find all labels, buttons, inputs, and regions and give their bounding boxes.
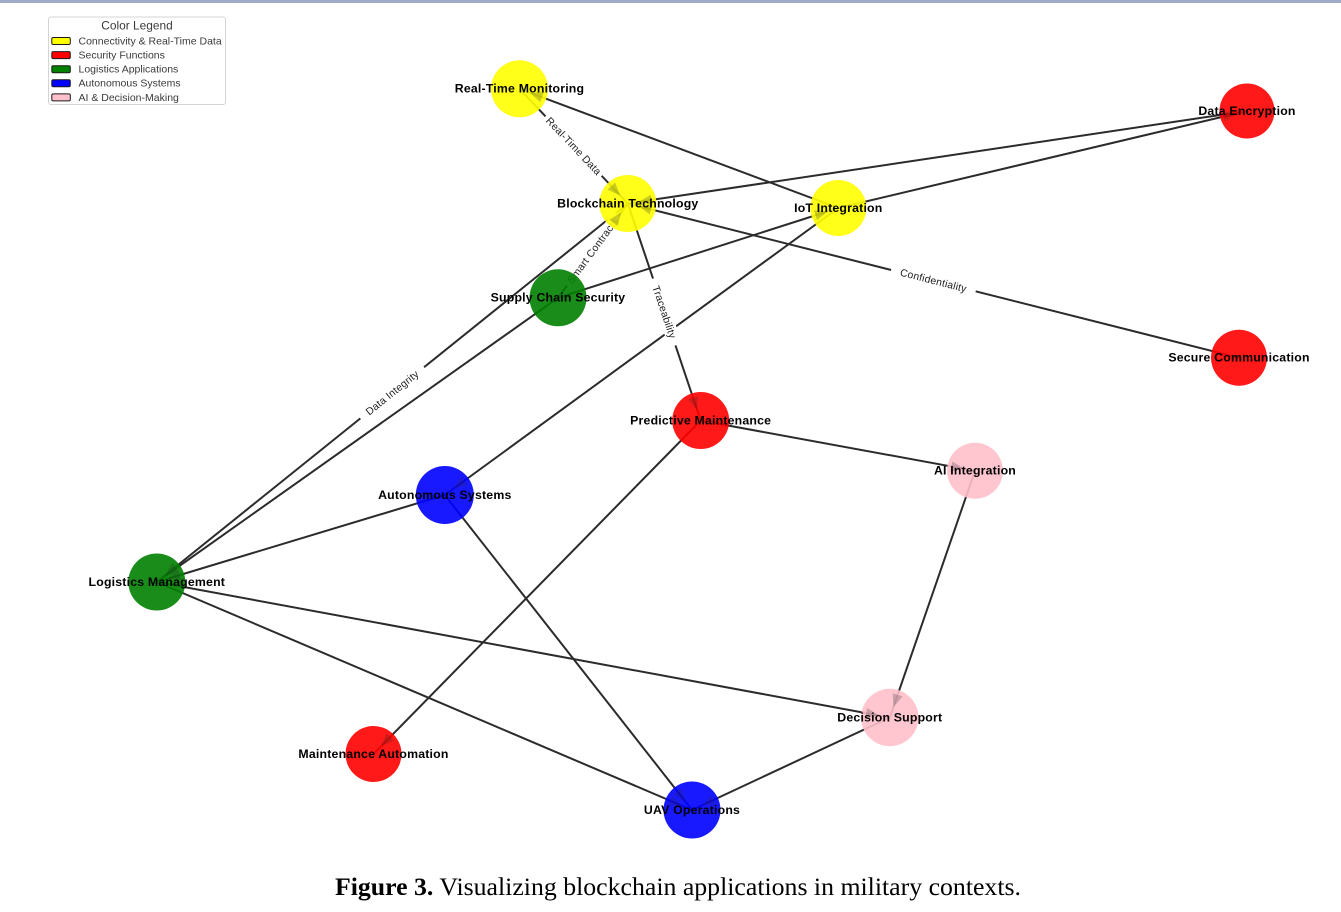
svg-text:Maintenance Automation: Maintenance Automation [298,747,448,761]
svg-text:AI Integration: AI Integration [934,464,1016,478]
svg-text:Security Functions: Security Functions [79,50,165,62]
svg-text:UAV Operations: UAV Operations [644,803,740,817]
svg-text:Real-Time Data: Real-Time Data [543,116,603,178]
svg-text:IoT Integration: IoT Integration [794,201,882,215]
svg-text:Figure 3. Visualizing blockcha: Figure 3. Visualizing blockchain applica… [335,872,1021,901]
svg-text:Logistics Applications: Logistics Applications [79,64,179,76]
svg-text:Supply Chain Security: Supply Chain Security [491,291,626,305]
svg-text:Color Legend: Color Legend [101,19,172,33]
svg-text:Blockchain Technology: Blockchain Technology [557,196,698,210]
svg-text:Autonomous Systems: Autonomous Systems [79,78,181,90]
svg-text:Decision Support: Decision Support [837,710,942,724]
svg-text:Real-Time Monitoring: Real-Time Monitoring [455,82,584,96]
svg-text:Traceability: Traceability [649,284,677,340]
svg-text:Data Encryption: Data Encryption [1198,104,1295,118]
svg-text:Secure Communication: Secure Communication [1168,351,1309,365]
svg-text:Confidentiality: Confidentiality [899,268,968,296]
svg-text:Autonomous Systems: Autonomous Systems [378,488,511,502]
svg-text:Connectivity & Real-Time Data: Connectivity & Real-Time Data [79,35,222,47]
svg-text:Logistics Management: Logistics Management [89,575,226,589]
svg-text:Predictive Maintenance: Predictive Maintenance [630,413,771,427]
svg-text:Data Integrity: Data Integrity [364,369,422,418]
svg-text:AI & Decision-Making: AI & Decision-Making [79,92,180,104]
